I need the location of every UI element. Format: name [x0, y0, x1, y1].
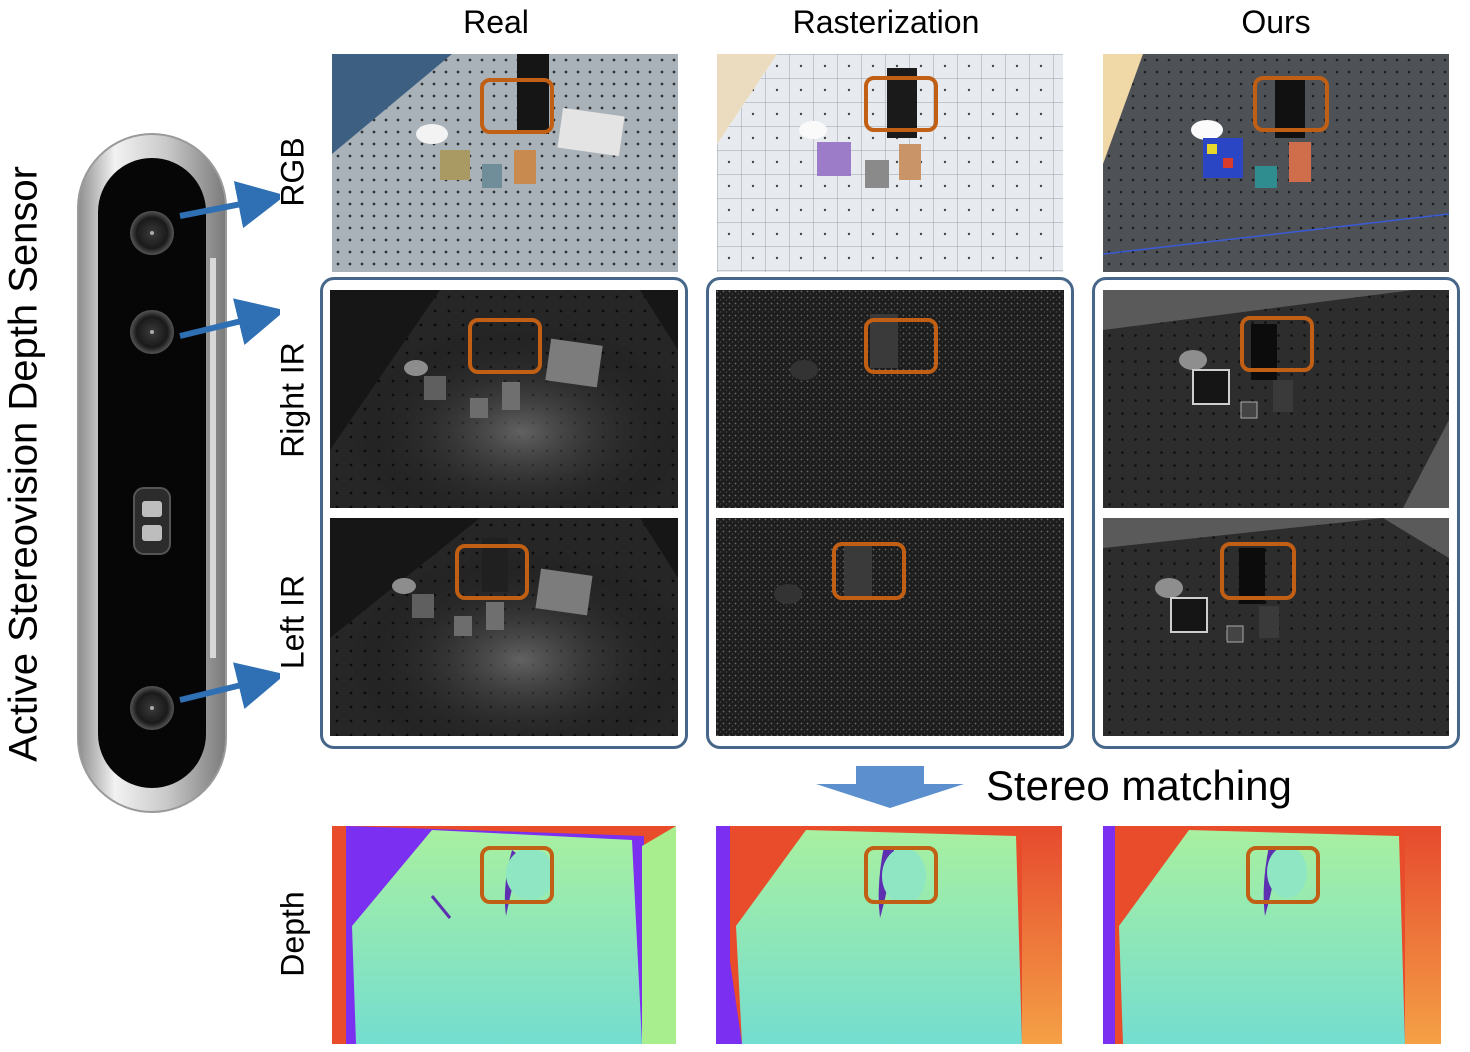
right-ir-ours-image — [1103, 290, 1449, 508]
depth-real-image — [332, 826, 676, 1044]
left-ir-rasterization-image — [716, 518, 1064, 736]
arrow-down-icon — [816, 766, 964, 808]
ir-group-rasterization — [706, 277, 1074, 749]
right-ir-rasterization-image — [716, 290, 1064, 508]
highlight-box — [864, 76, 938, 132]
left-ir-ours-image — [1103, 518, 1449, 736]
depth-ours-image — [1103, 826, 1441, 1044]
highlight-box — [1253, 76, 1329, 132]
row-label-rgb: RGB — [274, 137, 311, 207]
sensor-title: Active Stereovision Depth Sensor — [1, 166, 46, 762]
rgb-rasterization-image — [717, 54, 1063, 272]
column-title-rasterization: Rasterization — [792, 4, 980, 40]
highlight-box — [1246, 846, 1320, 904]
row-label-right-ir: Right IR — [274, 342, 311, 458]
highlight-box — [480, 846, 554, 904]
depth-camera-icon — [72, 128, 232, 818]
highlight-box — [480, 78, 554, 134]
left-ir-real-image — [330, 518, 678, 736]
highlight-box — [1240, 316, 1314, 372]
rgb-ours-image — [1103, 54, 1449, 272]
highlight-box — [468, 318, 542, 374]
arrow-right-icon — [179, 181, 280, 710]
highlight-box — [864, 846, 938, 904]
row-label-depth: Depth — [274, 891, 311, 977]
right-ir-real-image — [330, 290, 678, 508]
column-title-real: Real — [463, 4, 529, 40]
column-title-ours: Ours — [1241, 4, 1311, 40]
highlight-box — [1220, 542, 1296, 600]
ir-group-real — [320, 277, 688, 749]
highlight-box — [455, 544, 529, 600]
row-label-left-ir: Left IR — [274, 574, 311, 670]
highlight-box — [864, 318, 938, 374]
highlight-box — [832, 542, 906, 600]
ir-group-ours — [1092, 277, 1460, 749]
depth-rasterization-image — [716, 826, 1062, 1044]
rgb-real-image — [332, 54, 678, 272]
stereo-matching-label: Stereo matching — [986, 762, 1292, 809]
